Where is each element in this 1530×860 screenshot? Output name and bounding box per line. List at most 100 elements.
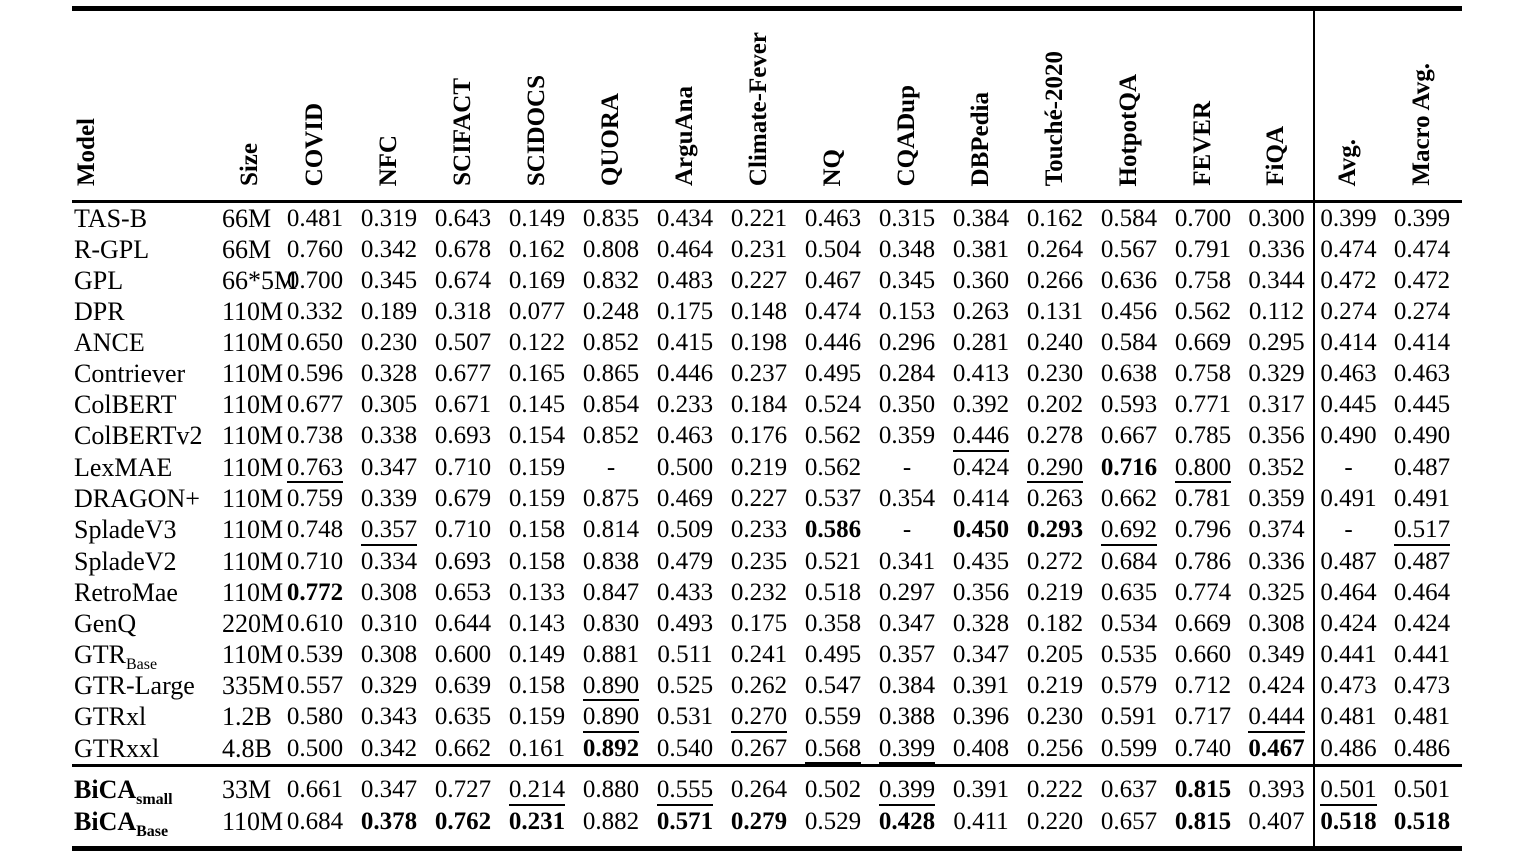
value-cell-covid: 0.700 — [286, 267, 344, 294]
value-cell-macro-avg: 0.463 — [1393, 360, 1451, 387]
value-cell-covid: 0.596 — [286, 360, 344, 387]
value-cell-hotpotqa: 0.584 — [1100, 329, 1158, 356]
table-row-gtr-large: GTR-Large 335M 0.557 0.329 0.639 0.158 0.890 0.… — [72, 669, 1462, 702]
value-cell-arguana: 0.493 — [656, 609, 714, 637]
second-best-value: 0.763 — [286, 454, 344, 483]
value-cell-arguana: 0.469 — [656, 485, 714, 512]
value-cell-nq: 0.446 — [804, 329, 862, 356]
value-cell-climate-fever: 0.233 — [730, 516, 788, 544]
value-cell-quora: 0.852 — [582, 422, 640, 450]
second-best-value: 0.501 — [1320, 777, 1377, 806]
table-row-dpr: DPR 110M 0.332 0.189 0.318 0.077 0.248 0.175 0.1… — [72, 296, 1462, 327]
column-header-quora: QUORA — [574, 9, 648, 202]
best-value: 0.571 — [656, 807, 714, 835]
model-cell: GTRxl — [72, 701, 222, 733]
value-cell-macro-avg: 0.414 — [1393, 329, 1451, 356]
value-cell-cqadup: 0.350 — [878, 391, 936, 418]
value-cell-touch-2020: 0.230 — [1026, 703, 1084, 731]
main-results-section: TAS-B 66M 0.481 0.319 0.643 0.149 0.835 0.434 0.… — [72, 201, 1462, 766]
value-cell-fever: 0.796 — [1174, 516, 1232, 544]
second-best-value: 0.446 — [952, 423, 1010, 452]
bica-results-section: BiCAsmall 33M 0.661 0.347 0.727 0.214 0.880 0.5… — [72, 765, 1462, 849]
column-header-touch-2020: Touché-2020 — [1018, 9, 1092, 202]
value-cell-cqadup: 0.347 — [878, 609, 936, 637]
value-cell-dbpedia: 0.381 — [952, 236, 1010, 263]
column-header-climate-fever: Climate-Fever — [722, 9, 796, 202]
table-row-ance: ANCE 110M 0.650 0.230 0.507 0.122 0.852 0.415 0.… — [72, 327, 1462, 358]
value-cell-arguana: 0.233 — [656, 391, 714, 418]
column-header-label: ArguAna — [670, 85, 698, 186]
value-cell-nfc: 0.347 — [360, 776, 418, 804]
second-best-value: 0.517 — [1393, 517, 1451, 546]
model-name: GTR — [74, 639, 126, 669]
model-name: RetroMae — [74, 577, 178, 607]
value-cell-fever: 0.791 — [1174, 236, 1232, 263]
value-cell-fever: 0.785 — [1174, 422, 1232, 450]
value-cell-covid: 0.557 — [286, 671, 344, 699]
model-cell: GPL — [72, 265, 222, 296]
value-cell-nq: 0.537 — [804, 485, 862, 512]
value-cell-climate-fever: 0.219 — [730, 453, 788, 481]
model-cell: ColBERTv2 — [72, 420, 222, 452]
value-cell-macro-avg: 0.445 — [1393, 391, 1451, 418]
model-cell: BiCABase — [72, 806, 222, 849]
column-header-size: Size — [222, 9, 278, 202]
size-cell: 110M — [222, 639, 284, 669]
value-cell-nfc: 0.378 — [352, 806, 426, 849]
table-row-spladev2: SpladeV2 110M 0.710 0.334 0.693 0.158 0.838 0.4… — [72, 545, 1462, 577]
value-cell-scidocs: 0.159 — [508, 485, 566, 512]
model-name: GTRxl — [74, 702, 147, 732]
value-cell-quora: 0.852 — [582, 329, 640, 356]
value-cell-scifact: 0.677 — [434, 360, 492, 387]
value-cell-dbpedia: 0.450 — [944, 514, 1018, 546]
value-cell-touch-2020: 0.230 — [1026, 360, 1084, 387]
value-cell-scifact: 0.762 — [426, 806, 500, 849]
model-cell: R-GPL — [72, 234, 222, 265]
value-cell-fiqa: 0.424 — [1240, 669, 1315, 701]
size-cell: 66M — [222, 235, 272, 264]
value-cell-fiqa: 0.317 — [1240, 389, 1315, 420]
value-cell-nfc: 0.338 — [360, 422, 418, 450]
value-cell-nfc: 0.189 — [360, 298, 418, 325]
value-cell-scifact: 0.710 — [434, 453, 492, 481]
value-cell-touch-2020: 0.162 — [1026, 205, 1084, 232]
value-cell-scidocs: 0.077 — [508, 298, 566, 325]
best-value: 0.378 — [360, 807, 418, 835]
second-best-value: 0.890 — [582, 672, 640, 701]
value-cell-quora: 0.838 — [582, 547, 640, 575]
value-cell-cqadup: 0.384 — [878, 671, 936, 699]
value-cell-dbpedia: 0.360 — [952, 267, 1010, 294]
value-cell-touch-2020: 0.131 — [1026, 298, 1084, 325]
column-header-covid: COVID — [278, 9, 352, 202]
value-cell-avg: 0.445 — [1320, 391, 1377, 418]
value-cell-nq: 0.463 — [804, 205, 862, 232]
model-name: BiCA — [74, 775, 137, 805]
value-cell-touch-2020: 0.278 — [1026, 422, 1084, 450]
column-header-label: HotpotQA — [1114, 73, 1142, 187]
best-value: 0.815 — [1174, 807, 1232, 835]
value-cell-hotpotqa: 0.593 — [1100, 391, 1158, 418]
best-value: 0.815 — [1174, 776, 1232, 804]
value-cell-avg: 0.486 — [1320, 734, 1377, 762]
column-header-label: NFC — [374, 134, 402, 186]
value-cell-cqadup: 0.399 — [870, 733, 944, 766]
value-cell-dbpedia: 0.263 — [952, 298, 1010, 325]
model-cell: GTR-Large — [72, 670, 222, 702]
best-value: 0.279 — [730, 807, 788, 835]
value-cell-fiqa: 0.112 — [1240, 296, 1315, 327]
second-best-value: 0.214 — [508, 777, 566, 806]
value-cell-dbpedia: 0.396 — [952, 703, 1010, 731]
value-cell-quora: 0.248 — [582, 298, 640, 325]
value-cell-climate-fever: 0.227 — [730, 485, 788, 512]
value-cell-dbpedia: 0.408 — [952, 734, 1010, 762]
value-cell-covid: 0.539 — [286, 640, 344, 668]
value-cell-fiqa: 0.295 — [1240, 327, 1315, 358]
value-cell-quora: 0.865 — [582, 360, 640, 387]
value-cell-scidocs: 0.149 — [508, 205, 566, 232]
value-cell-hotpotqa: 0.637 — [1100, 776, 1158, 804]
value-cell-hotpotqa: 0.579 — [1100, 671, 1158, 699]
value-cell-scifact: 0.639 — [434, 671, 492, 699]
column-header-macro-avg: Macro Avg. — [1382, 9, 1462, 202]
value-cell-dbpedia: 0.411 — [953, 807, 1009, 835]
model-cell: BiCAsmall — [72, 766, 222, 808]
